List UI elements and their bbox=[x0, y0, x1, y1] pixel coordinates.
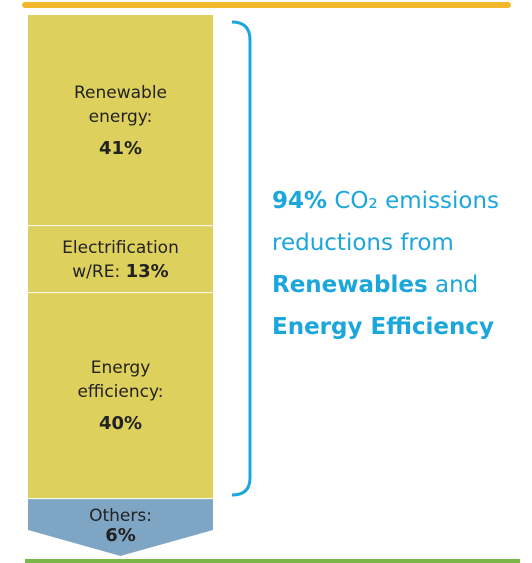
annotation-line: Renewables and bbox=[272, 264, 532, 306]
segment-label: Energy efficiency: 40% bbox=[28, 293, 213, 499]
annotation-part: Renewables bbox=[272, 272, 428, 298]
value-label: 13% bbox=[125, 260, 169, 282]
segment-name: Renewable energy: bbox=[73, 82, 168, 127]
annotation-part: CO₂ emissions bbox=[327, 188, 500, 214]
annotation-text: 94% CO₂ emissions reductions from Renewabl… bbox=[272, 180, 532, 348]
annotation: 94% CO₂ emissions reductions from Renewabl… bbox=[272, 180, 532, 348]
segment bbox=[28, 226, 213, 294]
segment bbox=[28, 293, 213, 500]
bracket bbox=[231, 20, 252, 497]
value-label: 41% bbox=[98, 137, 143, 159]
segment-label: Electrification w/RE: 13% bbox=[28, 226, 213, 293]
label-line: Electrification w/RE: 13% bbox=[46, 236, 196, 284]
segment-name: Energy efficiency: bbox=[77, 358, 164, 403]
annotation-part: Energy Efficiency bbox=[272, 314, 494, 340]
value-label: 6% bbox=[105, 524, 136, 546]
segment-name: Others: bbox=[89, 505, 152, 526]
segment bbox=[28, 15, 213, 227]
annotation-part: and bbox=[427, 272, 479, 298]
annotation-line: Energy Efficiency bbox=[272, 306, 532, 348]
value-label: 40% bbox=[98, 413, 143, 435]
annotation-part: reductions from bbox=[272, 230, 454, 256]
annotation-line: reductions from bbox=[272, 222, 532, 264]
segment-text: Electrification w/RE: 13% bbox=[28, 226, 213, 293]
segment-text: Others: 6% bbox=[28, 499, 213, 552]
annotation-part: 94% bbox=[272, 188, 328, 214]
segment-text: Energy efficiency: 40% bbox=[28, 293, 213, 499]
segment-text: Renewable energy: 41% bbox=[28, 15, 213, 226]
segment-label: Others:6% bbox=[28, 499, 213, 552]
segment-name: Electrification w/RE: bbox=[62, 237, 179, 282]
annotation-line: 94% CO₂ emissions bbox=[272, 180, 532, 222]
segment bbox=[28, 499, 213, 556]
segment-label: Renewable energy: 41% bbox=[28, 15, 213, 226]
